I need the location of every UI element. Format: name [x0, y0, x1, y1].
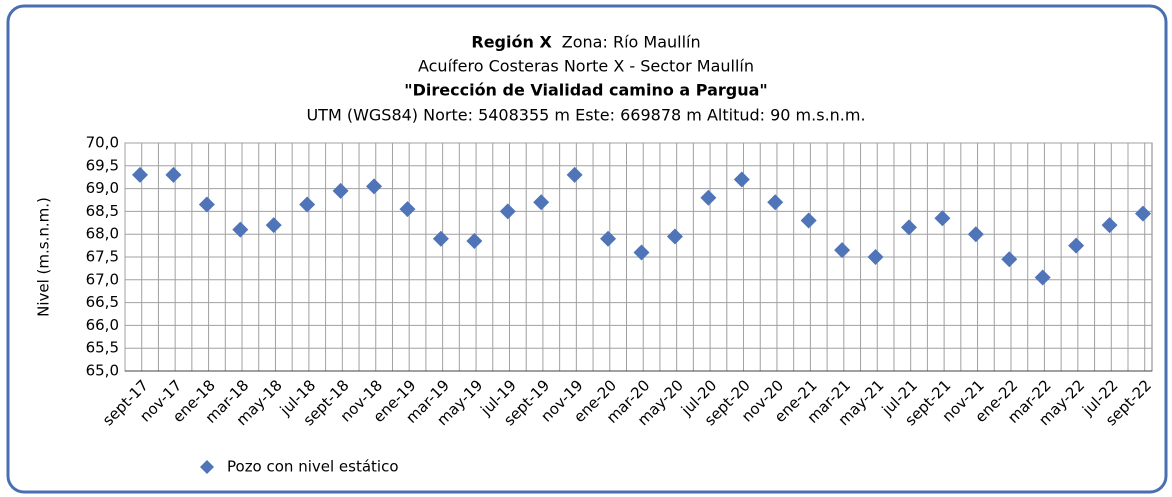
location: UTM (WGS84) Norte: 5408355 m Este: 66987… [306, 106, 865, 125]
data-point [499, 203, 516, 220]
legend-label: Pozo con nivel estático [227, 458, 399, 476]
data-point [165, 166, 182, 183]
data-point [666, 228, 683, 245]
data-point [366, 178, 383, 195]
y-tick-label: 65,5 [86, 339, 119, 357]
y-axis-label: Nivel (m.s.n.m.) [35, 197, 53, 317]
data-point [900, 219, 917, 236]
data-point [934, 210, 951, 227]
chart-subtitle: Acuífero Costeras Norte X - Sector Maull… [418, 57, 754, 76]
data-point [132, 166, 148, 183]
data-point [800, 212, 817, 229]
data-point [432, 230, 449, 247]
data-point [299, 196, 316, 213]
data-point [265, 217, 282, 234]
chart-title-detail: Zona: Río Maullín [562, 33, 701, 52]
y-tick-label: 66,5 [86, 293, 119, 311]
data-point [533, 194, 550, 211]
data-point [466, 233, 483, 250]
y-tick-label: 69,0 [86, 179, 119, 197]
y-tick-label: 66,0 [86, 316, 119, 334]
data-point [566, 166, 583, 183]
y-tick-label: 68,0 [86, 225, 119, 243]
data-point [332, 182, 349, 199]
data-point [399, 201, 416, 218]
data-point [867, 249, 884, 265]
chart-title: Región X [471, 33, 552, 52]
data-point [232, 221, 249, 238]
data-point [767, 194, 784, 211]
data-point [1135, 205, 1151, 222]
data-point [600, 230, 617, 247]
y-tick-label: 67,0 [86, 270, 119, 288]
data-point [1101, 217, 1118, 234]
data-point [198, 196, 215, 213]
data-point [700, 189, 717, 206]
y-tick-label: 67,5 [86, 248, 119, 266]
data-point [1034, 269, 1051, 286]
data-point [1068, 237, 1085, 254]
y-tick-label: 68,5 [86, 202, 119, 220]
y-tick-label: 65,0 [86, 362, 119, 380]
legend-marker [200, 460, 214, 474]
data-point [733, 171, 750, 188]
y-tick-label: 70,0 [86, 134, 119, 152]
well-name: "Dirección de Vialidad camino a Pargua" [404, 81, 767, 100]
y-tick-label: 69,5 [86, 156, 119, 174]
data-point [834, 242, 851, 259]
data-point [967, 226, 984, 243]
data-point [633, 244, 650, 261]
data-point [1001, 251, 1018, 268]
